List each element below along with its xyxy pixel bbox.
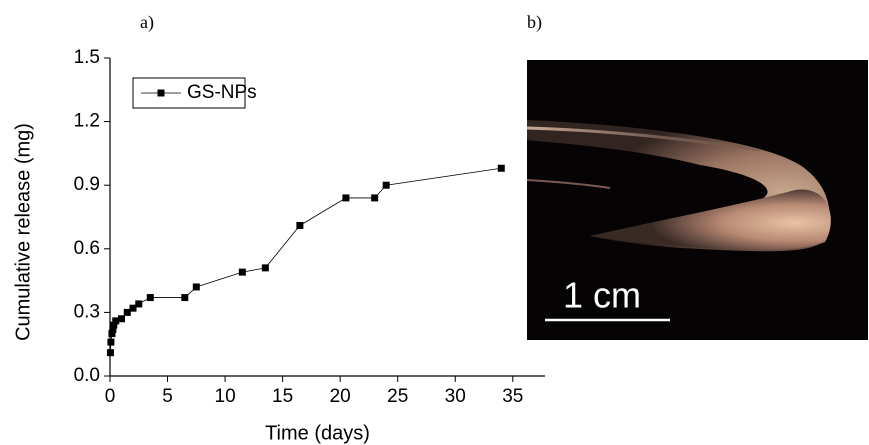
x-tick-label: 30 <box>445 386 466 407</box>
data-point <box>238 268 246 276</box>
x-tick-label: 0 <box>105 386 116 407</box>
data-point <box>107 338 115 346</box>
data-point <box>146 294 154 302</box>
data-point <box>261 264 269 272</box>
y-tick-label: 1.5 <box>74 47 100 68</box>
data-point <box>382 181 390 189</box>
y-tick-label: 0.0 <box>74 365 100 386</box>
data-point <box>342 194 350 202</box>
y-tick-label: 1.2 <box>74 111 100 132</box>
x-tick-label: 10 <box>215 386 236 407</box>
data-point <box>135 300 143 308</box>
legend-marker <box>157 89 165 97</box>
x-tick-label: 25 <box>387 386 408 407</box>
data-point <box>497 164 505 172</box>
sample <box>590 189 831 250</box>
y-tick-label: 0.9 <box>74 174 100 195</box>
data-point <box>371 194 379 202</box>
data-point <box>192 283 200 291</box>
data-point <box>296 221 304 229</box>
scale-bar-label: 1 cm <box>563 275 641 316</box>
panel-label: a) <box>140 12 154 33</box>
data-point <box>181 294 189 302</box>
data-point <box>112 317 120 325</box>
x-tick-label: 35 <box>502 386 523 407</box>
x-tick-label: 5 <box>162 386 173 407</box>
reflection <box>526 126 761 152</box>
data-point <box>108 330 116 338</box>
x-axis-title: Time (days) <box>265 422 370 444</box>
data-point <box>109 325 117 333</box>
data-point <box>129 304 137 312</box>
series-line <box>110 167 502 353</box>
panel-label: b) <box>527 12 542 33</box>
data-point <box>110 321 118 329</box>
data-point <box>106 349 114 357</box>
x-tick-label: 20 <box>330 386 351 407</box>
y-tick-label: 0.6 <box>74 238 100 259</box>
x-tick-label: 15 <box>272 386 293 407</box>
data-point <box>123 308 131 316</box>
data-point <box>118 315 126 323</box>
photo: 1 cm <box>526 60 868 340</box>
reflection <box>526 179 611 189</box>
y-axis-title: Cumulative release (mg) <box>12 123 34 341</box>
legend-label: GS-NPs <box>187 82 257 103</box>
y-tick-label: 0.3 <box>74 301 100 322</box>
